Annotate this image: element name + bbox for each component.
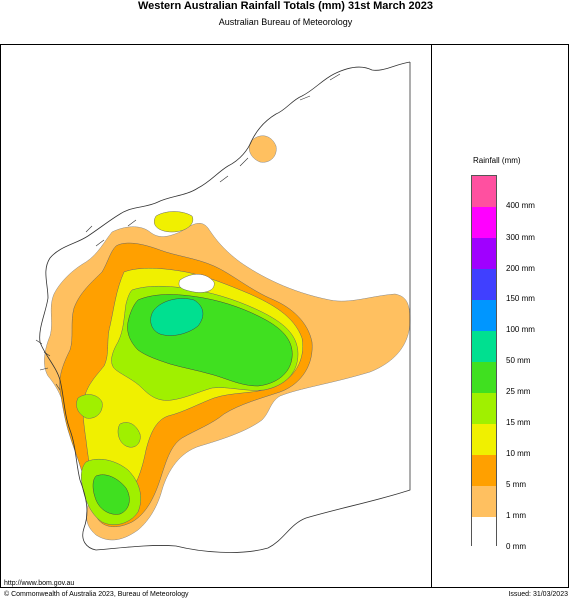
rain-area-north-10-15mm: [154, 211, 194, 233]
legend-band: [472, 269, 496, 300]
rain-area-west-15-25mm: [76, 394, 103, 419]
legend-label-200: 200 mm: [506, 264, 535, 273]
rain-area-50-100mm: [150, 298, 204, 336]
coast-detail-north: [85, 73, 341, 247]
legend-band: [472, 331, 496, 362]
legend-label-50: 50 mm: [506, 356, 531, 365]
footer-copyright: © Commonwealth of Australia 2023, Bureau…: [4, 591, 189, 598]
legend-band: [472, 517, 496, 547]
legend-band: [472, 207, 496, 238]
legend-label-300: 300 mm: [506, 233, 535, 242]
legend-label-25: 25 mm: [506, 387, 531, 396]
legend-label-15: 15 mm: [506, 418, 531, 427]
legend-title: Rainfall (mm): [473, 156, 521, 165]
rainfall-map: [35, 61, 411, 553]
legend-band: [472, 238, 496, 269]
footer-issued-date: Issued: 31/03/2023: [508, 591, 568, 598]
legend-label-150: 150 mm: [506, 294, 535, 303]
rain-area-south-25-50mm: [92, 474, 130, 515]
legend-band: [472, 424, 496, 455]
footer-url-link[interactable]: http://www.bom.gov.au: [4, 580, 75, 587]
legend-label-1: 1 mm: [506, 511, 526, 520]
legend-band: [472, 486, 496, 517]
rain-area-kimberley-1-5mm: [249, 135, 277, 163]
dry-area: [178, 274, 215, 293]
legend-label-400: 400 mm: [506, 201, 535, 210]
legend-band: [472, 176, 496, 207]
legend-divider: [431, 44, 432, 588]
legend-band: [472, 362, 496, 393]
wa-coastline: [39, 61, 411, 553]
coast-detail-west: [35, 339, 61, 391]
legend-band: [472, 393, 496, 424]
legend-color-bar: [471, 175, 497, 547]
rain-area-central-15-25mm: [117, 422, 141, 448]
map-title: Western Australian Rainfall Totals (mm) …: [137, 0, 434, 12]
legend-label-100: 100 mm: [506, 325, 535, 334]
legend-label-0: 0 mm: [506, 542, 526, 551]
legend-label-5: 5 mm: [506, 480, 526, 489]
legend-label-10: 10 mm: [506, 449, 531, 458]
legend-band: [472, 455, 496, 486]
legend-band: [472, 300, 496, 331]
map-subtitle: Australian Bureau of Meteorology: [218, 17, 353, 27]
